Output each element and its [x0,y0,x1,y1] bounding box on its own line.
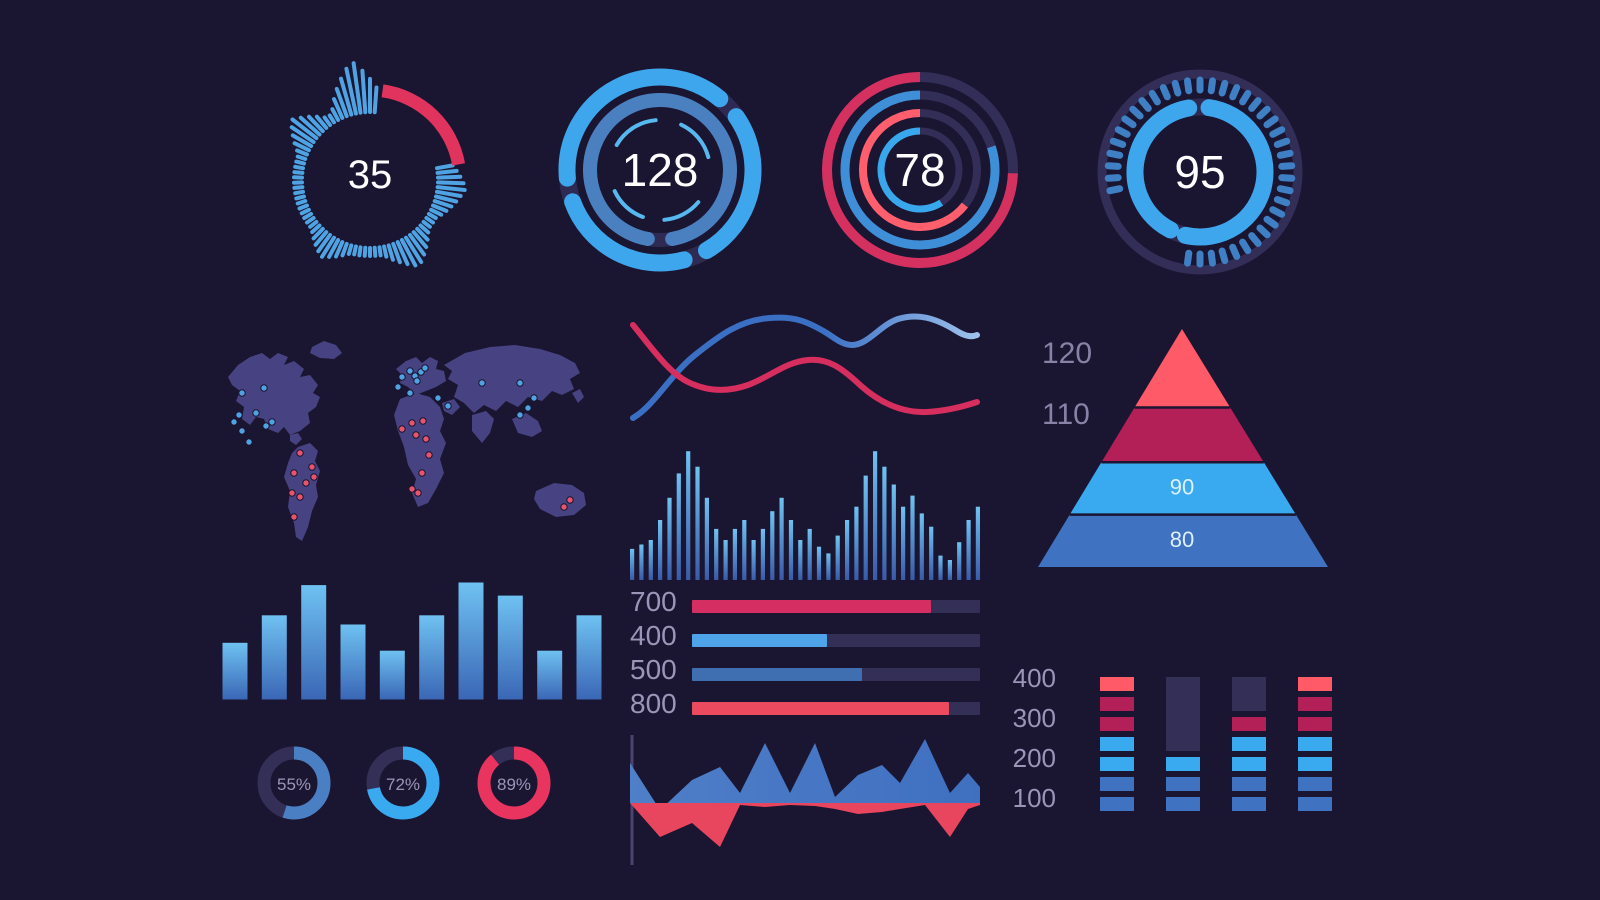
svg-text:95: 95 [1174,146,1225,198]
svg-text:90: 90 [1170,475,1194,500]
svg-text:400: 400 [1013,663,1056,693]
svg-text:110: 110 [1042,398,1090,431]
svg-text:89%: 89% [497,775,531,794]
svg-text:72%: 72% [386,775,420,794]
svg-text:200: 200 [1013,743,1056,773]
svg-text:35: 35 [348,153,393,197]
svg-text:300: 300 [1013,703,1056,733]
svg-text:55%: 55% [277,775,311,794]
svg-text:80: 80 [1170,527,1194,552]
svg-text:100: 100 [1013,783,1056,813]
svg-text:128: 128 [622,144,699,196]
svg-text:78: 78 [894,144,945,196]
